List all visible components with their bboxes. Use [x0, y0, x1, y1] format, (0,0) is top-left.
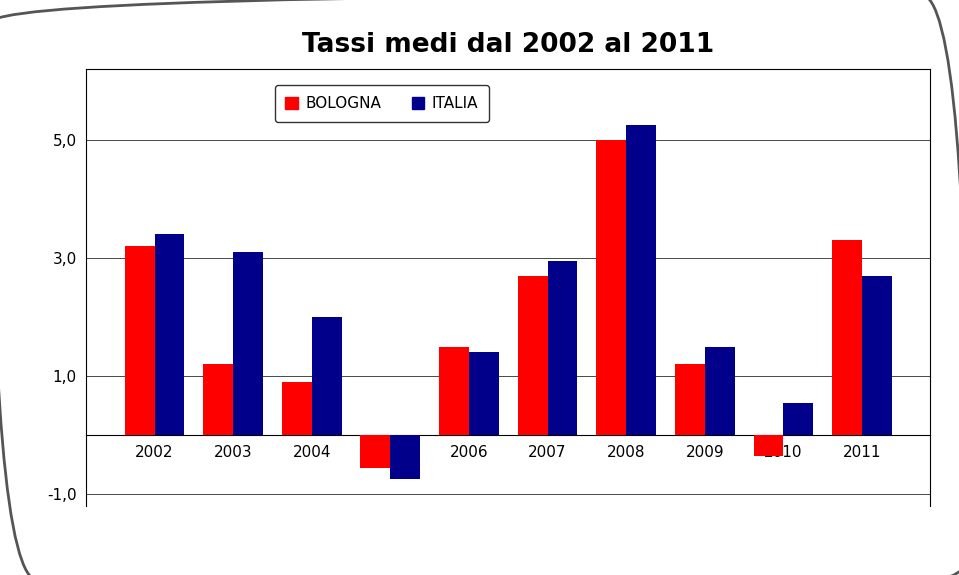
Bar: [233, 252, 263, 435]
Bar: [469, 352, 499, 435]
Bar: [361, 435, 390, 467]
Bar: [626, 125, 656, 435]
Legend: BOLOGNA, ITALIA: BOLOGNA, ITALIA: [274, 85, 489, 122]
Bar: [282, 382, 312, 435]
Bar: [754, 435, 784, 456]
Bar: [596, 140, 626, 435]
Bar: [125, 246, 154, 435]
Bar: [203, 365, 233, 435]
Title: Tassi medi dal 2002 al 2011: Tassi medi dal 2002 al 2011: [302, 32, 714, 58]
Bar: [675, 365, 705, 435]
Bar: [439, 347, 469, 435]
Bar: [705, 347, 735, 435]
Bar: [312, 317, 341, 435]
Bar: [154, 235, 184, 435]
Bar: [390, 435, 420, 480]
Bar: [784, 402, 813, 435]
Bar: [548, 261, 577, 435]
Bar: [518, 275, 548, 435]
Bar: [862, 275, 892, 435]
Bar: [832, 240, 862, 435]
